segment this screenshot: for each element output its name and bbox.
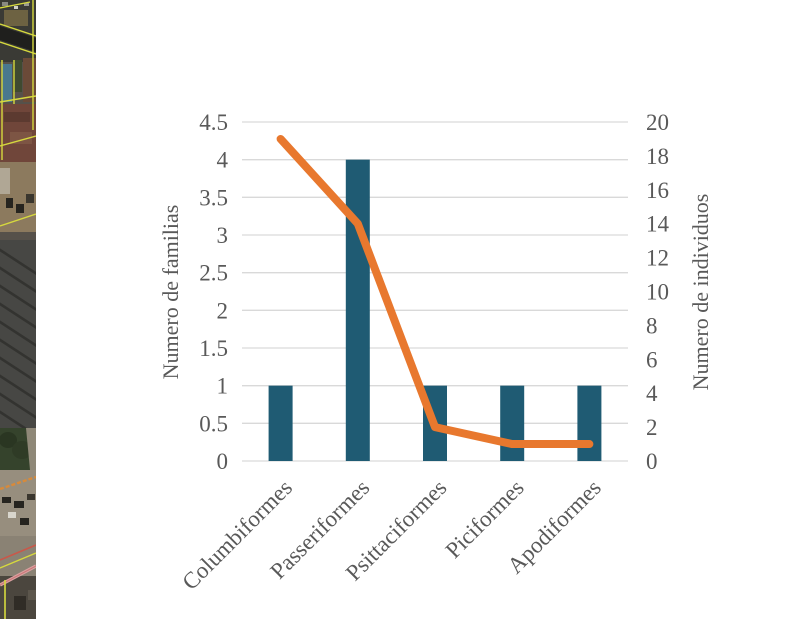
left-axis-tick-label: 3.5: [199, 185, 228, 210]
right-axis-tick-label: 10: [646, 280, 669, 305]
right-axis-tick-label: 14: [646, 212, 670, 237]
left-axis-title: Numero de familias: [158, 204, 183, 380]
right-axis-tick-label: 0: [646, 449, 658, 474]
bar-passeriformes: [345, 159, 370, 461]
right-axis-tick-label: 8: [646, 313, 658, 338]
right-axis-tick-label: 20: [646, 110, 669, 135]
left-axis-tick-label: 1: [217, 374, 229, 399]
right-axis-tick-label: 16: [646, 178, 669, 203]
aerial-photo-graphic: [0, 0, 41, 619]
left-axis-tick-label: 0: [217, 449, 229, 474]
left-axis-tick-label: 2: [217, 298, 229, 323]
left-axis-tick-label: 2.5: [199, 261, 228, 286]
left-axis-tick-label: 3: [217, 223, 229, 248]
right-axis-tick-label: 2: [646, 415, 658, 440]
left-axis-tick-label: 0.5: [199, 411, 228, 436]
bar-piciformes: [500, 385, 525, 461]
right-axis-title: Numero de individuos: [688, 193, 713, 391]
left-axis-tick-label: 4.5: [199, 110, 228, 135]
right-axis-tick-label: 6: [646, 347, 658, 372]
right-axis-tick-label: 4: [646, 381, 658, 406]
bar-apodiformes: [577, 385, 602, 461]
right-axis-tick-label: 18: [646, 144, 669, 169]
left-axis-tick-label: 4: [217, 148, 229, 173]
line-series: [276, 134, 594, 449]
aerial-photo-strip: [0, 0, 41, 619]
left-axis-tick-label: 1.5: [199, 336, 228, 361]
right-axis-tick-label: 12: [646, 246, 669, 271]
bar-columbiformes: [268, 385, 293, 461]
